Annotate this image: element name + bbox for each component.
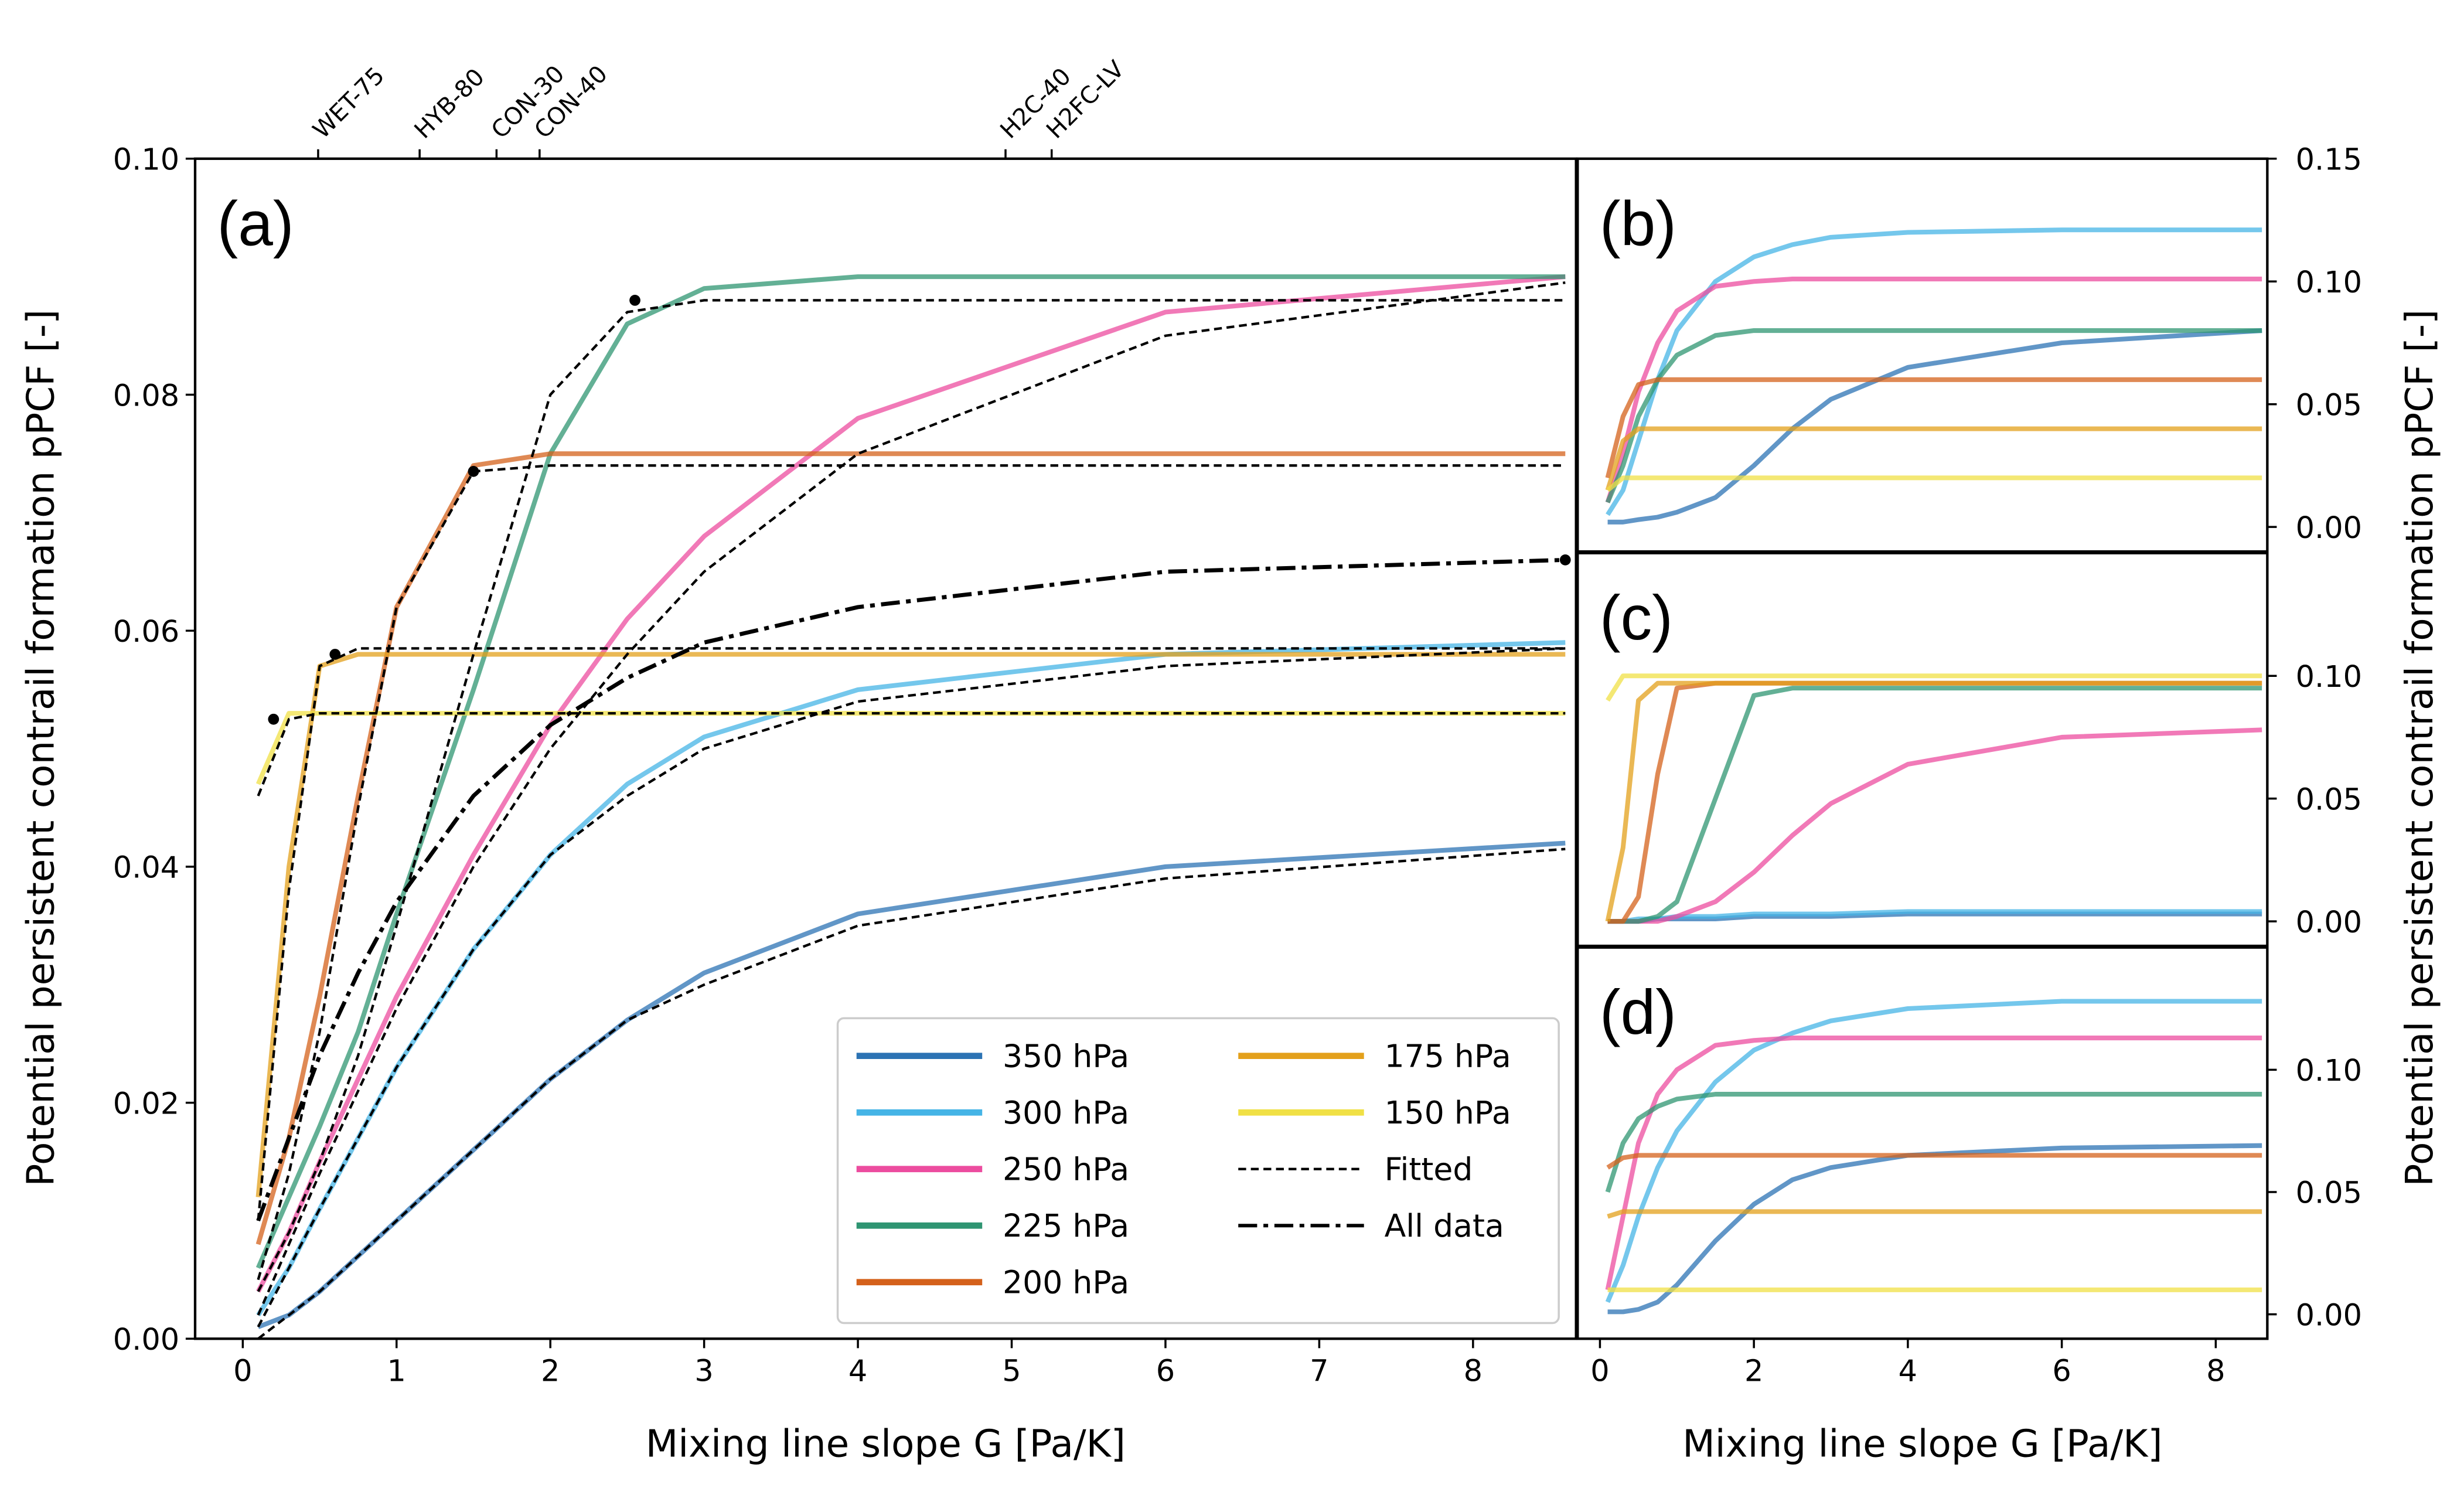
axes-frame (1576, 946, 2269, 1340)
x-axis-label: Mixing line slope G [Pa/K] (1682, 1422, 2162, 1466)
y-tick-label: 0.00 (2296, 905, 2362, 940)
series-line (257, 840, 1566, 1329)
series-line (1605, 277, 2262, 503)
series-line (1605, 328, 2262, 503)
series-line (1606, 673, 2262, 702)
x-tick-label: 2 (541, 1354, 560, 1389)
fitted-line (257, 464, 1566, 1281)
series-line (1607, 1209, 2262, 1219)
fitted-line (257, 647, 1566, 1328)
y-tick-label: 0.10 (113, 143, 179, 178)
series-line (255, 652, 1566, 1198)
legend-label: 350 hPa (1003, 1037, 1129, 1074)
y-tick-label: 0.05 (2296, 1176, 2362, 1211)
legend-label: 225 hPa (1003, 1207, 1129, 1244)
y-tick-label: 0.08 (113, 379, 179, 413)
fitted-line (257, 711, 1566, 796)
legend-label: 150 hPa (1385, 1094, 1511, 1131)
x-tick-label: 7 (1310, 1354, 1328, 1389)
x-tick-label: 5 (1002, 1354, 1021, 1389)
y-tick-label: 0.10 (2296, 660, 2362, 694)
series-line (1606, 227, 2262, 516)
series-line (255, 274, 1566, 1269)
panel-label: (a) (217, 188, 294, 258)
series-line (1607, 328, 2262, 525)
x-tick-label: 8 (2206, 1354, 2225, 1389)
axes-frame (193, 157, 1577, 1340)
x-tick-label: 0 (233, 1354, 252, 1389)
legend-label: 250 hPa (1003, 1151, 1129, 1188)
fitted-marker (629, 295, 640, 306)
y-tick-label: 0.04 (113, 851, 179, 886)
x-axis-label: Mixing line slope G [Pa/K] (646, 1422, 1126, 1466)
y-tick-label: 0.00 (113, 1323, 179, 1357)
fitted-line (257, 281, 1566, 1316)
x-tick-label: 2 (1744, 1354, 1763, 1389)
y-tick-label: 0.06 (113, 615, 179, 649)
plot-area (1605, 999, 2262, 1315)
legend-label: All data (1385, 1207, 1504, 1244)
legend-label: 200 hPa (1003, 1264, 1129, 1301)
panel-label: (d) (1600, 977, 1676, 1047)
x-tick-label: 8 (1464, 1354, 1483, 1389)
y-tick-label: 0.05 (2296, 388, 2362, 423)
series-line (1605, 680, 2262, 922)
series-line (1605, 1092, 2262, 1193)
x-tick-label: 3 (694, 1354, 713, 1389)
series-line (255, 451, 1566, 1245)
x-tick-label: 0 (1590, 1354, 1609, 1389)
fitted-line (257, 647, 1566, 1221)
y-tick-label: 0.00 (2296, 1298, 2362, 1333)
x-tick-label: 4 (848, 1354, 867, 1389)
all-data-line (256, 557, 1566, 1222)
series-line (1605, 999, 2262, 1303)
y-tick-label: 0.00 (2296, 511, 2362, 546)
plot-area (1605, 227, 2262, 525)
series-line (1605, 426, 2262, 491)
y-tick-label: 0.10 (2296, 265, 2362, 300)
y-tick-label: 0.15 (2296, 143, 2362, 178)
y-axis-label: Potential persistent contrail formation … (19, 309, 63, 1187)
panel-label: (b) (1600, 188, 1676, 258)
all-data-marker (1559, 554, 1571, 566)
axes-frame (1576, 551, 2269, 948)
fitted-marker (468, 465, 479, 477)
plot-area (255, 274, 1571, 1339)
axes-frame (1576, 157, 2269, 553)
x-tick-label: 4 (1899, 1354, 1917, 1389)
fitted-line (257, 299, 1566, 1292)
series-line (1607, 686, 2262, 924)
legend-box (836, 1017, 1560, 1324)
legend-label: Fitted (1385, 1151, 1473, 1188)
x-tick-label: 6 (1156, 1354, 1175, 1389)
x-tick-label: 6 (2052, 1354, 2071, 1389)
fitted-marker (329, 649, 341, 660)
panel-label: (c) (1600, 583, 1673, 653)
y-tick-label: 0.02 (113, 1087, 179, 1121)
plot-area (1605, 673, 2262, 924)
fitted-marker (268, 713, 280, 725)
y-tick-label: 0.05 (2296, 782, 2362, 817)
y-axis-label: Potential persistent contrail formation … (2398, 309, 2442, 1187)
y-tick-label: 0.10 (2296, 1054, 2362, 1088)
x-tick-label: 1 (387, 1354, 406, 1389)
series-line (1606, 475, 2262, 492)
series-line (1606, 1153, 2262, 1170)
legend-label: 300 hPa (1003, 1094, 1129, 1131)
series-line (1605, 377, 2262, 479)
legend-label: 175 hPa (1385, 1037, 1511, 1074)
